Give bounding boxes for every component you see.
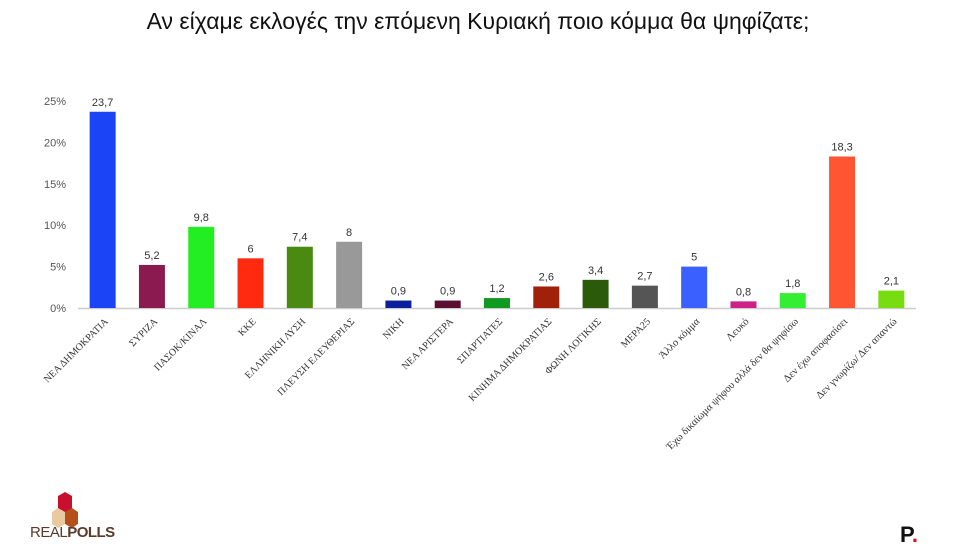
- x-tick-label: Δεν γνωρίζω/ Δεν απαντώ: [814, 316, 899, 401]
- bar: [829, 156, 856, 308]
- x-tick-label: ΝΙΚΗ: [381, 316, 406, 341]
- x-tick-label: ΚΙΝΗΜΑ ΔΗΜΟΚΡΑΤΙΑΣ: [467, 316, 555, 404]
- y-tick-label: 5%: [50, 262, 66, 274]
- x-tick-label: ΜΕΡΑ25: [619, 316, 653, 350]
- publisher-logo: P.: [900, 522, 918, 547]
- x-tick-label: Άλλο κόμμα: [657, 316, 702, 361]
- x-tick-label: ΝΕΑ ΑΡΙΣΤΕΡΑ: [400, 316, 456, 372]
- data-label: 0,8: [736, 286, 751, 298]
- bar: [582, 279, 609, 308]
- realpolls-logo: [52, 492, 78, 528]
- data-label: 0,9: [440, 286, 455, 298]
- bar: [188, 226, 215, 308]
- data-label: 5: [691, 252, 697, 264]
- data-label: 18,3: [831, 141, 852, 153]
- bar: [237, 258, 264, 308]
- bar: [533, 286, 560, 308]
- x-tick-label: ΝΕΑ ΔΗΜΟΚΡΑΤΙΑ: [42, 316, 111, 385]
- data-label: 5,2: [144, 250, 159, 262]
- x-tick-label: ΣΥΡΙΖΑ: [127, 316, 160, 349]
- data-label: 9,8: [194, 212, 209, 224]
- bar: [434, 300, 461, 308]
- chart-title: Αν είχαμε εκλογές την επόμενη Κυριακή πο…: [146, 8, 810, 34]
- data-label: 3,4: [588, 265, 603, 277]
- bar: [138, 264, 165, 308]
- y-tick-label: 10%: [44, 220, 66, 232]
- y-tick-label: 20%: [44, 137, 66, 149]
- data-label: 1,8: [785, 278, 800, 290]
- x-tick-label: ΚΚΕ: [236, 316, 258, 338]
- data-label: 8: [346, 227, 352, 239]
- y-tick-label: 25%: [44, 96, 66, 108]
- bar: [336, 241, 363, 308]
- x-tick-label: Λευκό: [724, 316, 751, 343]
- data-label: 0,9: [391, 286, 406, 298]
- bar: [878, 290, 905, 308]
- bar: [385, 300, 412, 308]
- data-label: 1,2: [489, 283, 504, 295]
- bar: [730, 301, 757, 308]
- data-label: 2,6: [539, 271, 554, 283]
- y-tick-label: 15%: [44, 179, 66, 191]
- x-tick-label: ΣΠΑΡΤΙΑΤΕΣ: [455, 316, 505, 366]
- bar: [631, 285, 658, 308]
- data-label: 2,1: [884, 276, 899, 288]
- x-tick-label: ΠΑΣΟΚ/ΚΙΝΑΛ: [152, 316, 210, 374]
- data-label: 2,7: [637, 271, 652, 283]
- bar: [286, 246, 313, 308]
- bar: [681, 266, 708, 308]
- bar: [779, 293, 806, 308]
- data-label: 6: [247, 243, 253, 255]
- bar: [484, 298, 510, 308]
- y-tick-label: 0%: [50, 303, 66, 315]
- data-label: 7,4: [292, 232, 307, 244]
- bar: [89, 111, 116, 308]
- realpolls-logo-text: REALPOLLS: [30, 524, 115, 541]
- data-label: 23,7: [92, 97, 113, 109]
